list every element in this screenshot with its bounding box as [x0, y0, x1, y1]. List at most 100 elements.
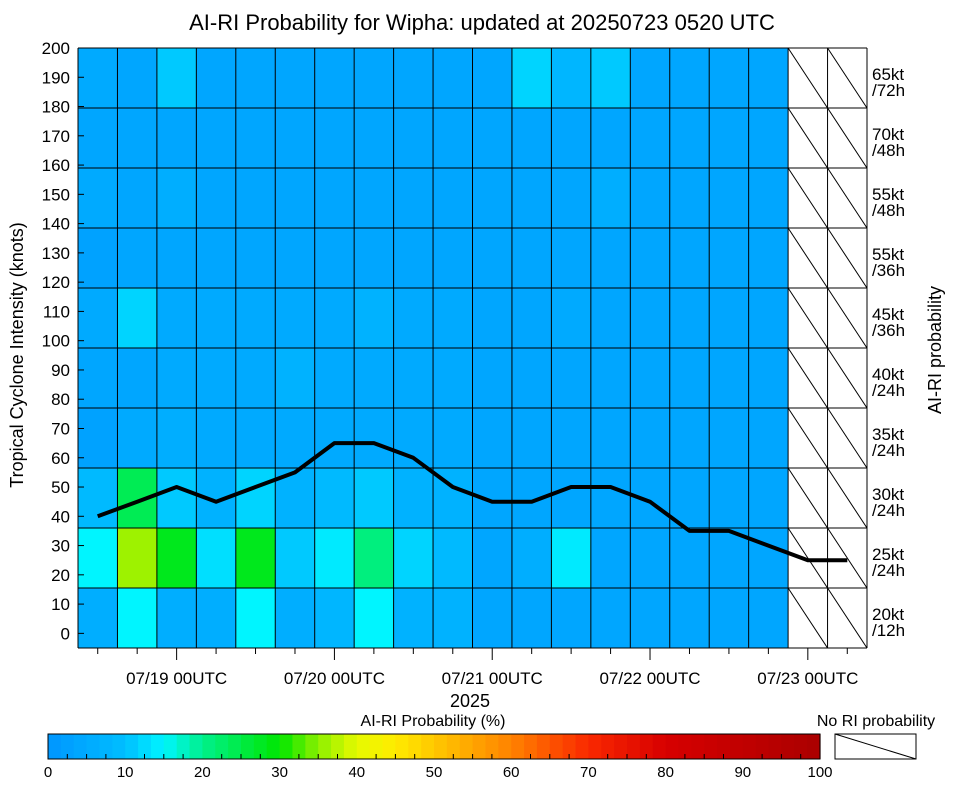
heatmap-cell	[630, 108, 670, 168]
heatmap-cell	[511, 228, 552, 288]
no-ri-hatch	[827, 467, 868, 529]
colorbar-segment	[138, 734, 152, 759]
heatmap-cell	[669, 528, 710, 588]
heatmap-cell	[630, 168, 670, 228]
heatmap-cell	[78, 408, 118, 468]
heatmap-cell	[472, 228, 512, 288]
heatmap-cell	[393, 588, 434, 648]
colorbar-tick-label: 50	[426, 764, 443, 781]
heatmap-cell	[590, 588, 631, 648]
heatmap-cell	[275, 228, 315, 288]
colorbar-tick-label: 10	[117, 764, 134, 781]
no-ri-hatch	[827, 587, 868, 649]
heatmap-cell	[156, 408, 197, 468]
colorbar: 0 10 20 30 40 50 60 70 80 90 100	[44, 733, 833, 781]
heatmap-cell	[472, 48, 512, 108]
y-tick-label: 100	[42, 332, 70, 351]
colorbar-segment	[382, 734, 396, 759]
heatmap-cell	[314, 588, 355, 648]
colorbar-tick-label: 80	[657, 764, 674, 781]
heatmap-cell	[275, 48, 315, 108]
heatmap-cell	[275, 588, 315, 648]
colorbar-tick-label: 40	[348, 764, 365, 781]
heatmap-cell	[117, 48, 157, 108]
colorbar-segment	[99, 734, 113, 759]
y-tick-label: 150	[42, 185, 70, 204]
no-ri-hatch	[827, 347, 868, 409]
heatmap-cell	[78, 48, 118, 108]
heatmap-cell	[433, 408, 473, 468]
heatmap-cell	[314, 528, 355, 588]
heatmap-cell	[156, 588, 197, 648]
chart-title: AI-RI Probability for Wipha: updated at …	[189, 10, 775, 35]
heatmap-cell	[748, 408, 789, 468]
heatmap-cell	[669, 168, 710, 228]
heatmap-cell	[78, 108, 118, 168]
heatmap-cell	[748, 288, 789, 348]
heatmap-cell	[235, 588, 276, 648]
y-tick-label: 10	[51, 595, 70, 614]
x-tick-label: 07/20 00UTC	[284, 669, 385, 688]
y-tick-label: 80	[51, 390, 70, 409]
heatmap-cell	[393, 48, 434, 108]
y-axis-ticks: 0 10 20 30 40 50 60 70 80 90 100 110 120 130 140 150 160…	[42, 39, 84, 643]
colorbar-segment	[189, 734, 203, 759]
heatmap-cell	[590, 168, 631, 228]
colorbar-tick-label: 20	[194, 764, 211, 781]
heatmap-cell	[117, 288, 157, 348]
heatmap-cell	[314, 348, 355, 408]
heatmap-cell	[196, 588, 236, 648]
heatmap-cell	[117, 228, 157, 288]
no-ri-legend-label: No RI probability	[817, 713, 935, 730]
grid-lines	[77, 47, 868, 649]
colorbar-segment	[48, 734, 62, 759]
heatmap-cell	[354, 288, 394, 348]
heatmap-cell	[433, 48, 473, 108]
colorbar-segment	[485, 734, 499, 759]
heatmap-cell	[156, 348, 197, 408]
heatmap-cell	[393, 468, 434, 528]
colorbar-tick-label: 60	[503, 764, 520, 781]
threshold-label-line1: 40kt	[872, 365, 904, 384]
heatmap-cell	[235, 288, 276, 348]
threshold-label-line1: 25kt	[872, 545, 904, 564]
heatmap-cell	[196, 168, 236, 228]
threshold-label-line2: /12h	[872, 621, 905, 640]
heatmap-cell	[669, 468, 710, 528]
colorbar-segment	[472, 734, 487, 759]
heatmap-cell	[748, 468, 789, 528]
heatmap-cell	[590, 468, 631, 528]
no-ri-hatch	[827, 47, 868, 109]
heatmap-cell	[433, 588, 473, 648]
threshold-label-line2: /48h	[872, 201, 905, 220]
heatmap-cell	[472, 528, 512, 588]
heatmap-cell	[354, 528, 394, 588]
colorbar-tick-label: 100	[807, 764, 832, 781]
heatmap-cell	[511, 408, 552, 468]
heatmap-cell	[511, 108, 552, 168]
no-ri-legend-hatch	[834, 733, 917, 760]
colorbar-segment	[369, 734, 384, 759]
heatmap-cell	[354, 48, 394, 108]
heatmap-cell	[709, 168, 749, 228]
colorbar-segment	[691, 734, 705, 759]
colorbar-segment	[807, 734, 821, 759]
heatmap-cell	[590, 348, 631, 408]
heatmap-cell	[709, 108, 749, 168]
heatmap-cell	[393, 528, 434, 588]
colorbar-segment	[549, 734, 564, 759]
no-ri-hatch	[787, 227, 828, 289]
heatmap-cell	[117, 168, 157, 228]
heatmap-cell	[590, 48, 631, 108]
threshold-label-line1: 45kt	[872, 305, 904, 324]
y-tick-label: 170	[42, 127, 70, 146]
colorbar-label: AI-RI Probability (%)	[361, 713, 506, 730]
colorbar-segment	[511, 734, 525, 759]
heatmap-cell	[590, 288, 631, 348]
heatmap-cell	[393, 108, 434, 168]
colorbar-segment	[652, 734, 667, 759]
heatmap-cell	[235, 528, 276, 588]
no-ri-hatch	[827, 407, 868, 469]
colorbar-segment	[150, 734, 165, 759]
heatmap-cell	[196, 528, 236, 588]
